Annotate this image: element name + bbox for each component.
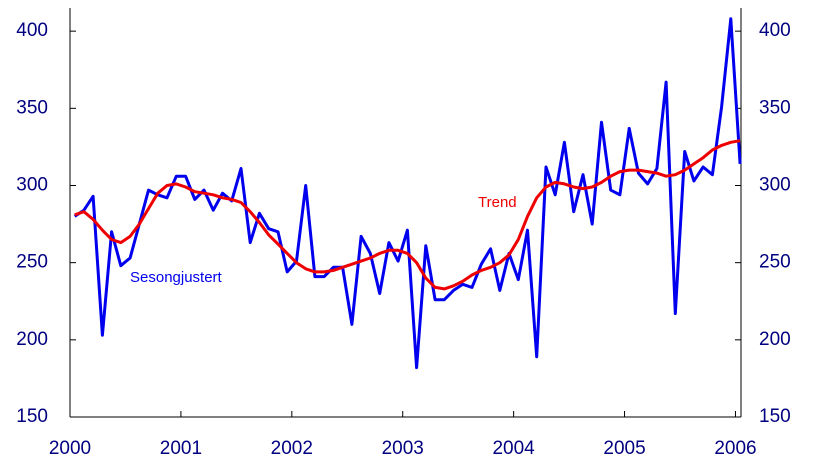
y-tick-label: 300 [16, 175, 48, 196]
series-label: Trend [478, 194, 517, 211]
y-tick-label: 150 [16, 406, 48, 427]
y2-tick-label: 400 [759, 20, 791, 41]
y-tick-label: 400 [16, 20, 48, 41]
y2-tick-label: 350 [759, 97, 791, 118]
y-tick-label: 250 [16, 252, 48, 273]
x-tick-label: 2006 [714, 438, 756, 459]
x-tick-label: 2005 [603, 438, 645, 459]
x-tick-label: 2002 [271, 438, 313, 459]
y2-tick-label: 200 [759, 329, 791, 350]
series-line [74, 139, 741, 291]
y2-tick-label: 150 [759, 406, 791, 427]
x-tick-label: 2001 [160, 438, 202, 459]
y-tick-label: 200 [16, 329, 48, 350]
y2-tick-label: 250 [759, 252, 791, 273]
series-line [73, 17, 742, 370]
y-tick-label: 350 [16, 97, 48, 118]
x-tick-label: 2000 [49, 438, 91, 459]
x-tick-label: 2003 [382, 438, 424, 459]
y2-tick-label: 300 [759, 175, 791, 196]
series-label: Sesongjustert [130, 269, 223, 286]
x-tick-label: 2004 [492, 438, 535, 459]
